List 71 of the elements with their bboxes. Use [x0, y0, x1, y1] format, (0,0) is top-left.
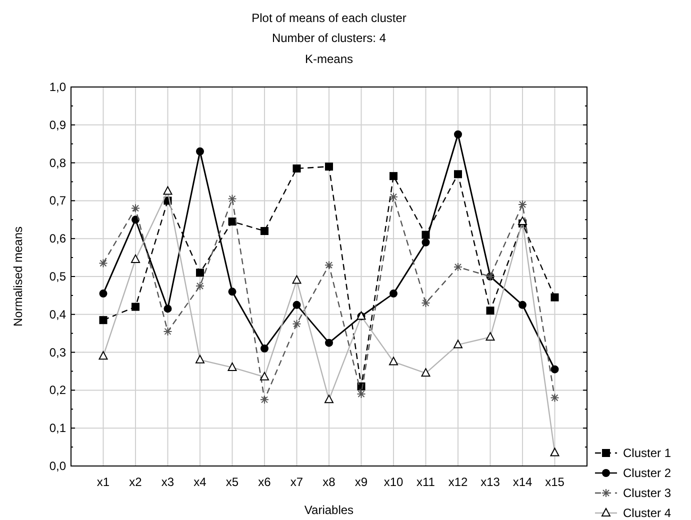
- legend-label: Cluster 1: [623, 446, 672, 460]
- point: [454, 170, 462, 178]
- point: [324, 260, 334, 270]
- text: K-means: [304, 52, 354, 66]
- y-tick-label: 0,2: [49, 383, 66, 398]
- x-tick-label: x12: [448, 475, 468, 489]
- x-tick-label: x2: [129, 475, 142, 489]
- point: [390, 172, 398, 180]
- point: [550, 365, 559, 374]
- y-axis-title: Normalised means: [11, 226, 25, 327]
- x-tick-label: x10: [384, 475, 404, 489]
- point: [196, 147, 204, 156]
- x-tick-label: x1: [96, 475, 110, 489]
- y-tick-label: 0,8: [49, 156, 66, 170]
- x-tick-label: x3: [161, 475, 174, 489]
- point: [390, 290, 398, 298]
- point: [518, 200, 527, 209]
- point: [356, 389, 366, 398]
- point: [196, 268, 204, 277]
- x-tick-label: x7: [290, 475, 304, 489]
- point: [132, 302, 140, 311]
- point: [389, 192, 398, 202]
- point: [98, 258, 108, 268]
- point: [292, 300, 301, 309]
- x-tick-label: x9: [354, 475, 368, 489]
- legend-label: Cluster 2: [623, 466, 672, 480]
- y-tick-label: 0,5: [49, 270, 66, 284]
- x-tick-label: x13: [480, 475, 500, 489]
- point: [486, 306, 494, 315]
- y-tick-label: 0,1: [49, 421, 66, 436]
- y-tick-label: 0,9: [49, 118, 66, 132]
- y-tick-label: 1,0: [49, 80, 66, 94]
- y-tick-label: 0,4: [49, 307, 66, 322]
- x-tick-label: x15: [545, 475, 565, 489]
- x-axis-title: Variables: [304, 503, 354, 517]
- x-tick-label: x14: [512, 475, 532, 489]
- point: [292, 319, 302, 328]
- legend-label: Cluster 3: [623, 486, 672, 500]
- x-tick-label: x6: [258, 475, 272, 489]
- point: [228, 288, 236, 296]
- point: [260, 227, 268, 236]
- point: [196, 281, 204, 290]
- x-tick-label: x5: [226, 475, 239, 489]
- x-tick-label: x11: [416, 475, 436, 489]
- point: [163, 326, 172, 336]
- point: [518, 300, 526, 309]
- x-tick-label: x8: [322, 475, 336, 489]
- point: [421, 298, 430, 308]
- chart-subtitle: Number of clusters: 4: [272, 31, 386, 45]
- point: [422, 238, 430, 246]
- x-tick-label: x4: [194, 475, 207, 489]
- point: [99, 290, 108, 298]
- y-tick-label: 0,3: [49, 345, 66, 360]
- point: [260, 395, 269, 404]
- y-tick-label: 0,0: [49, 459, 66, 473]
- chart-title: Plot of means of each cluster: [252, 11, 406, 25]
- point: [550, 393, 560, 402]
- point: [99, 316, 108, 324]
- point: [325, 162, 333, 171]
- point: [454, 130, 462, 138]
- point: [325, 338, 333, 347]
- point: [550, 293, 559, 302]
- y-tick-label: 0,6: [49, 232, 66, 246]
- point: [454, 262, 462, 272]
- legend-label: Cluster 4: [623, 506, 672, 520]
- point: [164, 304, 172, 313]
- point: [260, 344, 268, 353]
- point: [131, 204, 140, 213]
- point: [292, 164, 301, 172]
- y-tick-label: 0,7: [49, 194, 66, 208]
- point: [228, 194, 237, 204]
